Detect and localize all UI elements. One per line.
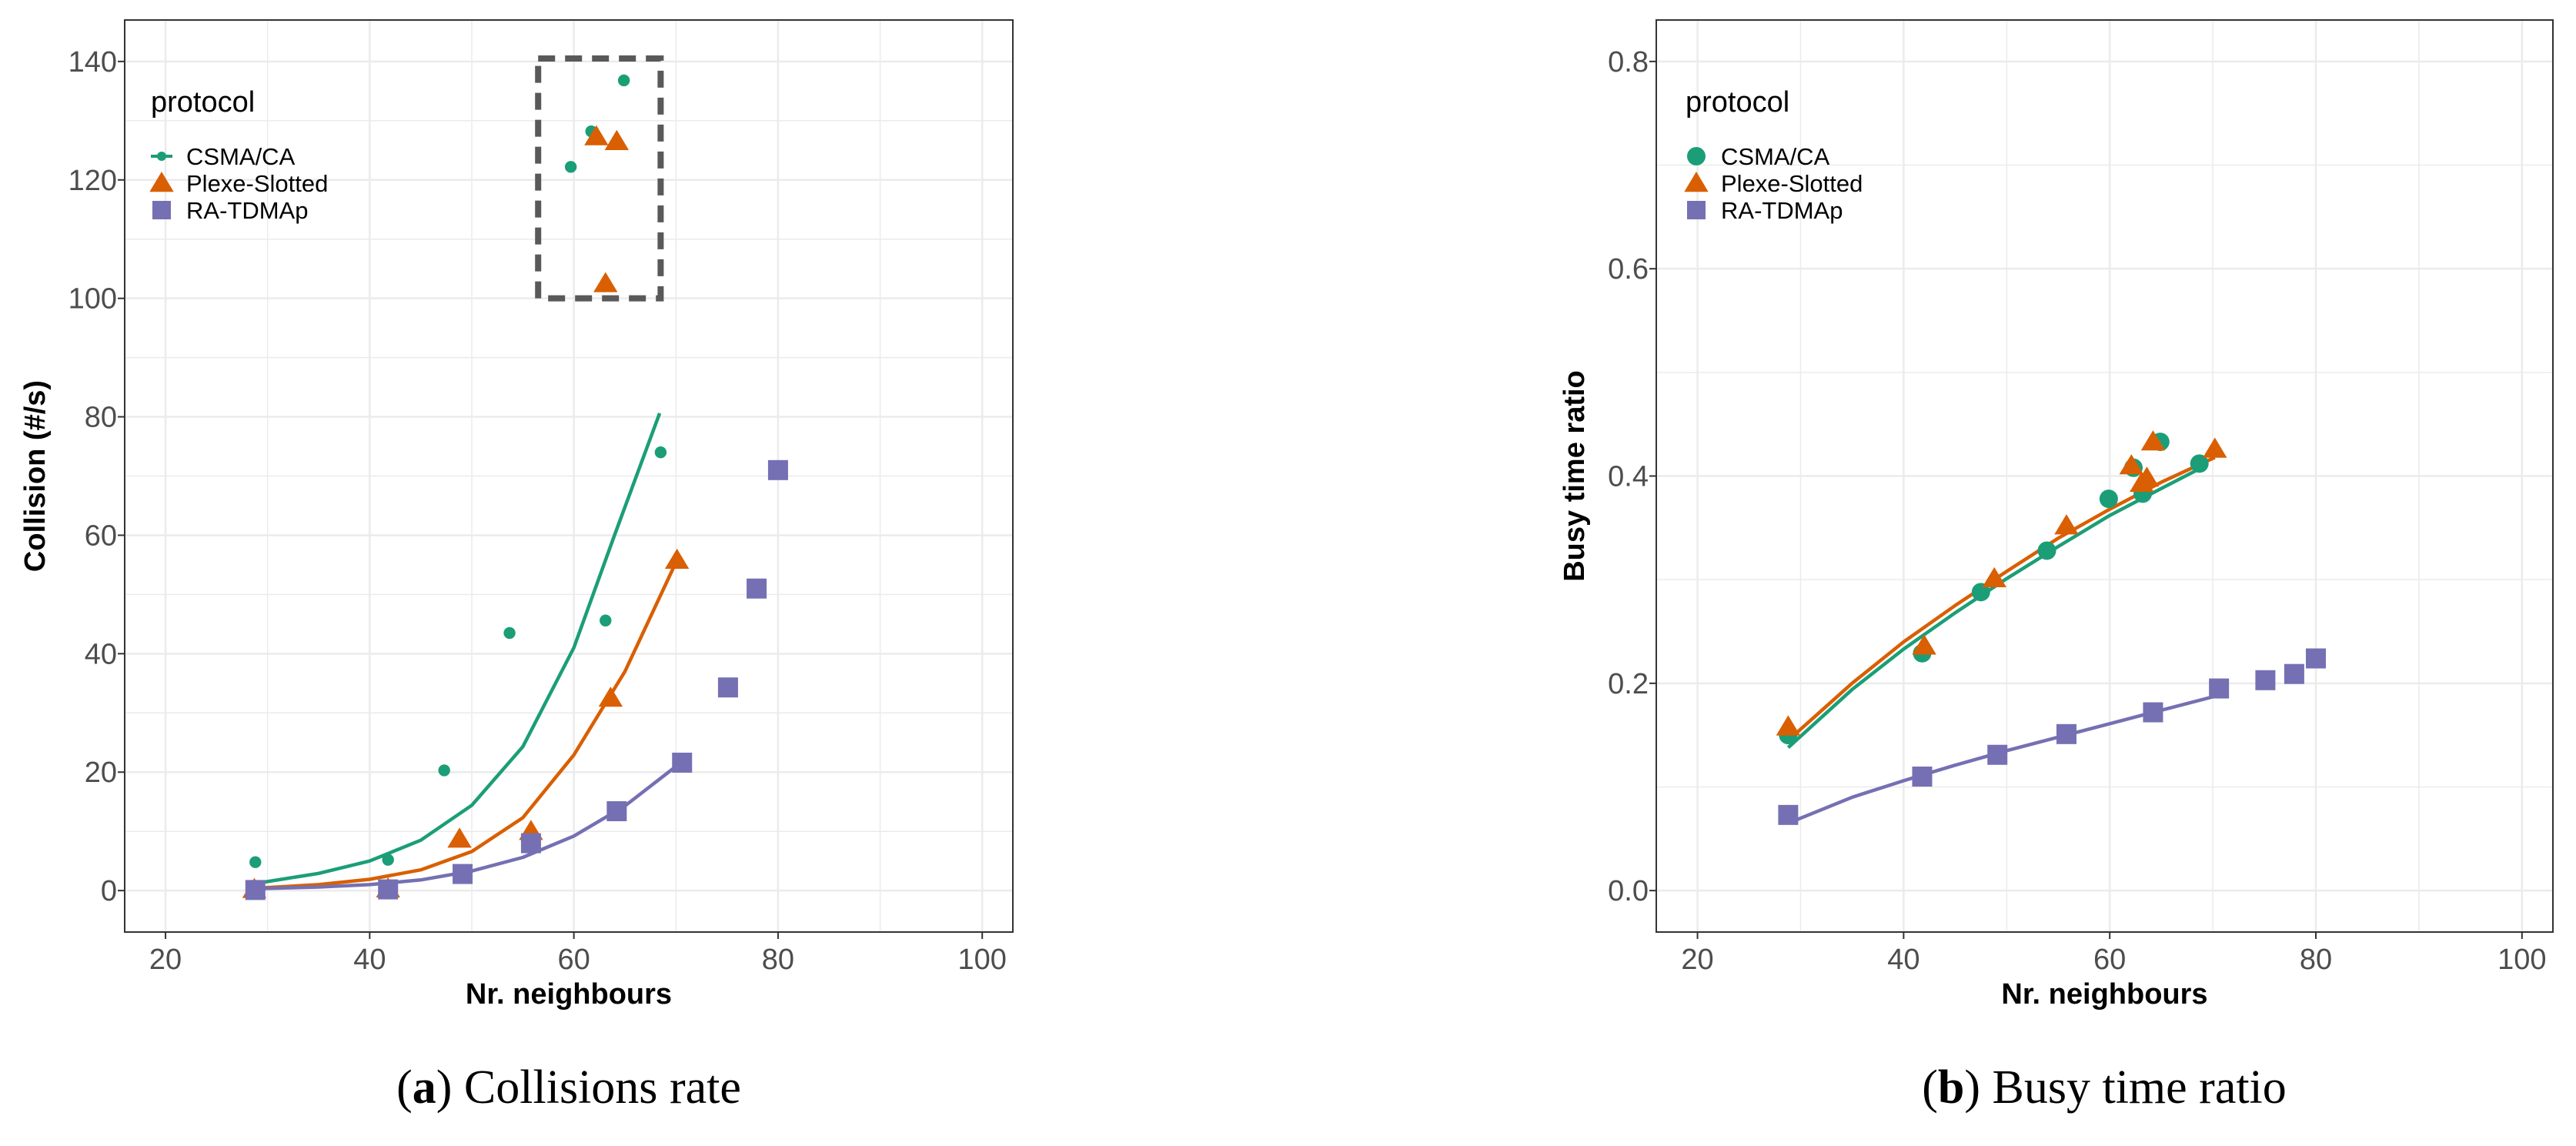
y-tick-label: 0.2 [1608,668,1649,700]
data-point-plexe-slotted [2134,466,2160,487]
data-point-ra-tdmap [2255,670,2276,690]
x-tick-label: 40 [353,944,386,976]
legend-title: protocol [1686,86,1789,119]
data-point-csma-ca [564,161,577,173]
highlight-box [535,55,664,302]
x-tick-label: 60 [557,944,590,976]
data-point-ra-tdmap [2209,678,2230,699]
data-point-csma-ca [503,626,516,640]
data-point-ra-tdmap [2306,648,2327,669]
legend-key-marker [1684,172,1709,192]
data-point-ra-tdmap [1987,744,2008,765]
data-point-csma-ca [2037,541,2056,560]
chart-panel-a: 20 40 60 80 100 0 20 40 60 80 100 120 140 Nr. neighbo… [19,19,1014,1114]
x-tick-label: 100 [2497,944,2546,976]
y-tick-label: 0.8 [1608,46,1649,79]
legend-key-marker [1687,201,1706,219]
data-point-ra-tdmap [453,864,473,884]
data-point-ra-tdmap [2056,723,2077,744]
x-tick-label: 20 [1681,944,1713,976]
data-point-csma-ca [1971,583,1990,602]
data-point-csma-ca [382,854,394,866]
data-point-plexe-slotted [604,129,630,150]
data-point-csma-ca [600,614,612,626]
data-point-csma-ca [438,764,450,777]
data-point-ra-tdmap [245,880,266,900]
legend-label: RA-TDMAp [1721,197,1843,224]
data-point-plexe-slotted [664,548,690,569]
legend-title: protocol [151,86,255,119]
data-point-ra-tdmap [717,677,738,698]
y-tick-label: 0.6 [1608,253,1649,286]
data-point-ra-tdmap [747,578,767,599]
fit-line-csma-ca [1786,464,2207,749]
y-tick-label: 40 [85,638,117,670]
plot-border [124,19,1014,933]
fit-line-csma-ca [255,413,662,886]
y-tick-label: 120 [68,165,117,197]
y-tick-label: 20 [85,757,117,789]
x-tick-label: 80 [762,944,794,976]
y-tick-label: 0.0 [1608,875,1649,907]
x-tick-label: 80 [2300,944,2332,976]
x-tick-label: 40 [1887,944,1919,976]
data-point-plexe-slotted [2203,437,2227,458]
y-tick-label: 60 [85,520,117,552]
y-tick-label: 140 [68,46,117,79]
data-point-plexe-slotted [2140,430,2166,451]
data-point-plexe-slotted [447,827,472,848]
legend-key-marker [149,172,174,192]
data-point-ra-tdmap [520,833,541,854]
legend-label: CSMA/CA [186,143,296,170]
data-point-ra-tdmap [1912,767,1933,787]
y-tick-label: 100 [68,283,117,316]
y-tick-label: 0.4 [1608,461,1649,493]
legend-key-marker [1687,147,1706,165]
data-point-ra-tdmap [672,752,693,773]
data-point-csma-ca [654,446,667,459]
data-point-ra-tdmap [2284,663,2304,684]
data-point-ra-tdmap [767,459,788,480]
legend-key-marker [156,151,167,162]
panel-caption: (b) Busy time ratio [1922,1061,2287,1114]
y-axis-title: Collision (#/s) [19,380,52,572]
x-axis-title: Nr. neighbours [466,978,672,1011]
fit-line-plexe-slotted [1786,456,2216,742]
data-point-plexe-slotted [2054,514,2079,535]
legend-label: RA-TDMAp [186,197,308,224]
data-point-plexe-slotted [1982,566,2006,588]
data-point-csma-ca [2190,454,2209,473]
data-point-ra-tdmap [606,801,627,822]
data-point-plexe-slotted [598,687,623,707]
data-point-ra-tdmap [378,879,399,900]
y-tick-label: 0 [101,875,117,907]
data-point-plexe-slotted [2119,454,2144,475]
data-point-csma-ca [249,856,262,868]
y-tick-label: 80 [85,402,117,434]
x-tick-label: 100 [958,944,1007,976]
x-tick-label: 20 [149,944,182,976]
data-point-plexe-slotted [584,125,609,145]
legend-key-marker [152,201,171,219]
data-point-ra-tdmap [2143,702,2163,723]
x-axis-title: Nr. neighbours [2001,978,2207,1011]
panel-caption: (a) Collisions rate [396,1061,741,1114]
x-tick-label: 60 [2093,944,2126,976]
legend-label: CSMA/CA [1721,143,1830,170]
data-point-plexe-slotted [1776,715,1801,736]
data-point-plexe-slotted [1912,634,1936,655]
data-point-csma-ca [2099,489,2118,509]
data-point-plexe-slotted [593,272,618,292]
y-axis-title: Busy time ratio [1559,370,1591,582]
chart-panel-b: 20 40 60 80 100 0.0 0.2 0.4 0.6 0.8 Nr. neighbours… [1559,19,2554,1114]
legend-label: Plexe-Slotted [186,170,328,197]
data-point-csma-ca [617,74,630,87]
legend-label: Plexe-Slotted [1721,170,1863,197]
data-point-ra-tdmap [1778,804,1799,825]
